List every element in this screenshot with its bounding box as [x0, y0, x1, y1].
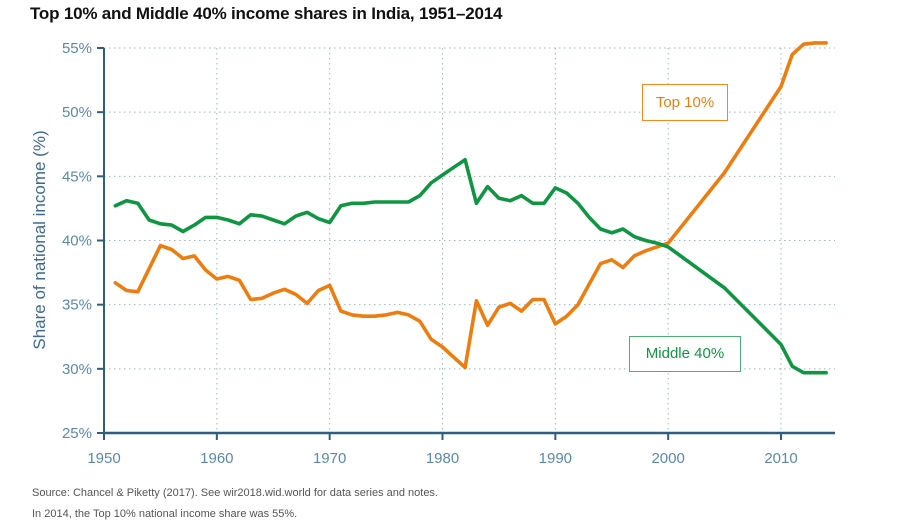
axes: [97, 47, 835, 440]
series-line-middle-40: [113, 157, 828, 375]
y-tick-label: 35%: [62, 297, 92, 314]
x-tick-label: 1970: [313, 450, 346, 467]
x-tick-label: 2010: [764, 450, 797, 467]
y-tick-label: 50%: [62, 104, 92, 121]
series-lines: [113, 41, 828, 375]
y-tick-label: 45%: [62, 168, 92, 185]
x-tick-label: 1980: [426, 450, 459, 467]
chart-title: Top 10% and Middle 40% income shares in …: [30, 4, 503, 23]
source-note: Source: Chancel & Piketty (2017). See wi…: [32, 487, 438, 499]
y-tick-label: 25%: [62, 425, 92, 442]
legend-middle-40: Middle 40%: [629, 336, 741, 372]
footnote: In 2014, the Top 10% national income sha…: [32, 508, 298, 520]
x-tick-label: 1960: [200, 450, 233, 467]
y-tick-label: 30%: [62, 361, 92, 378]
tick-labels: 25% 30% 35% 40% 45% 50% 55% 1950 1960 1970 1980 199…: [62, 40, 798, 467]
y-tick-label: 55%: [62, 40, 92, 57]
x-tick-label: 1990: [539, 450, 572, 467]
legend-top-10: Top 10%: [642, 84, 728, 121]
series-line-top-10: [113, 41, 828, 370]
y-tick-label: 40%: [62, 233, 92, 250]
x-tick-label: 2000: [651, 450, 684, 467]
x-tick-label: 1950: [87, 450, 120, 467]
